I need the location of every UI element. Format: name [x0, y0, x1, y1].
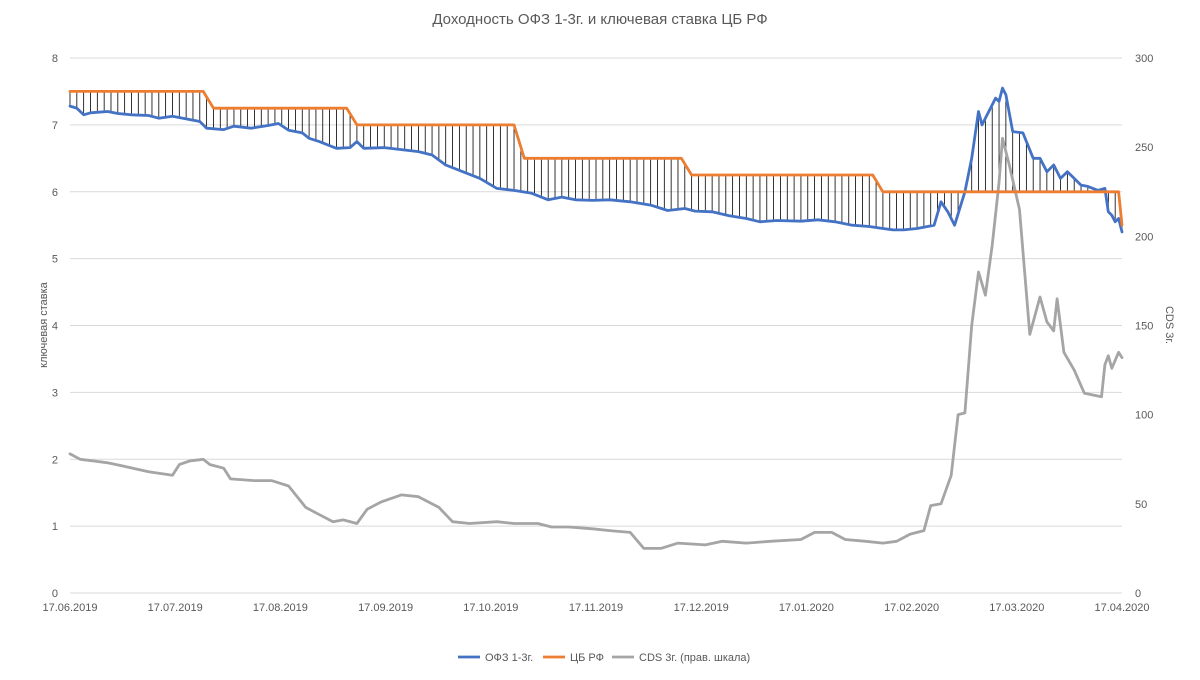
- y-right-tick-label: 150: [1135, 321, 1153, 333]
- x-tick-label: 17.02.2020: [884, 602, 939, 614]
- y-left-tick-label: 8: [52, 53, 58, 65]
- y-right-tick-label: 0: [1135, 588, 1141, 600]
- x-tick-label: 17.12.2019: [674, 602, 729, 614]
- y-axis-right-label: CDS 3г.: [1163, 306, 1175, 344]
- legend: ОФЗ 1-3г. ЦБ РФ CDS 3г. (прав. шкала): [458, 652, 750, 664]
- axis-labels: 0 1 2 3 4 5 6 7 8 0 50 100 150 200 250 300 17.06.2019 17.…: [42, 53, 1153, 614]
- x-tick-label: 17.11.2019: [569, 602, 623, 614]
- legend-label: ОФЗ 1-3г.: [485, 652, 533, 664]
- y-right-tick-label: 250: [1135, 142, 1153, 154]
- y-right-tick-label: 100: [1135, 410, 1153, 422]
- x-tick-label: 17.08.2019: [253, 602, 308, 614]
- y-axis-left-label: ключевая ставка: [38, 281, 50, 367]
- series-lines: [68, 86, 1124, 550]
- y-left-tick-label: 6: [52, 187, 58, 199]
- x-tick-label: 17.03.2020: [989, 602, 1044, 614]
- y-left-tick-label: 0: [52, 588, 58, 600]
- chart-title: Доходность ОФЗ 1-3г. и ключевая ставка Ц…: [432, 11, 767, 28]
- x-tick-label: 17.06.2019: [42, 602, 97, 614]
- y-right-tick-label: 300: [1135, 53, 1153, 65]
- x-tick-label: 17.09.2019: [358, 602, 413, 614]
- x-tick-label: 17.10.2019: [463, 602, 518, 614]
- legend-label: ЦБ РФ: [570, 652, 604, 664]
- drop-lines: [69, 91, 1123, 232]
- y-left-tick-label: 2: [52, 454, 58, 466]
- legend-label: CDS 3г. (прав. шкала): [639, 652, 750, 664]
- y-left-tick-label: 3: [52, 387, 58, 399]
- x-tick-label: 17.01.2020: [779, 602, 834, 614]
- y-left-tick-label: 5: [52, 254, 58, 266]
- x-tick-label: 17.07.2019: [148, 602, 203, 614]
- y-left-tick-label: 1: [52, 521, 58, 533]
- series-line-1: [68, 86, 1124, 234]
- series-line-2: [68, 90, 1124, 227]
- y-left-tick-label: 7: [52, 120, 58, 132]
- gridlines: [70, 57, 1122, 594]
- y-right-tick-label: 50: [1135, 499, 1147, 511]
- series-line-3: [68, 136, 1124, 550]
- x-tick-label: 17.04.2020: [1094, 602, 1149, 614]
- y-left-tick-label: 4: [52, 321, 58, 333]
- y-right-tick-label: 200: [1135, 231, 1153, 243]
